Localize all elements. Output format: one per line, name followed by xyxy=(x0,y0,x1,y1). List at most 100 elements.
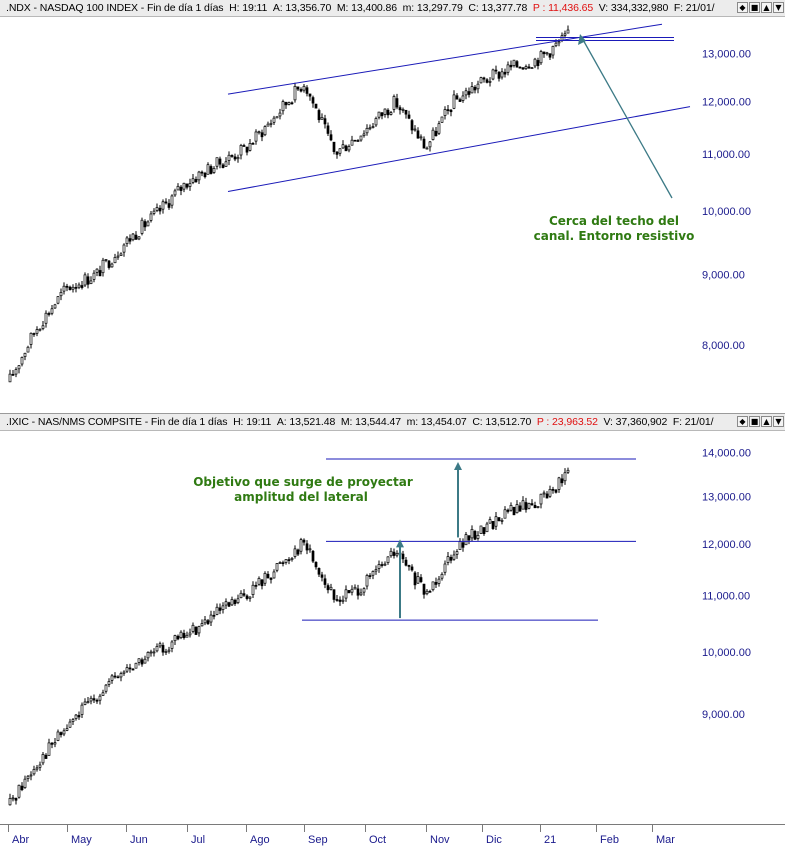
scroll-up-icon[interactable]: ▲ xyxy=(761,2,772,13)
candle-body xyxy=(119,253,123,256)
candle-body xyxy=(545,52,549,55)
candle-body xyxy=(44,312,48,324)
projection-arrow-head xyxy=(454,462,462,471)
candle-body xyxy=(326,585,330,591)
candle-body xyxy=(125,667,129,672)
candle-body xyxy=(239,592,243,599)
ndx-open: A: 13,356.70 xyxy=(272,2,332,14)
candle-body xyxy=(488,80,492,83)
maximize-icon[interactable]: ■ xyxy=(749,416,760,427)
candle-body xyxy=(554,489,558,493)
x-tick-label: May xyxy=(71,834,92,846)
candle-body xyxy=(425,147,429,150)
ixic-close: C: 13,512.70 xyxy=(472,416,532,428)
candle-body xyxy=(437,578,441,584)
candle-body xyxy=(95,268,99,273)
y-tick-label: 12,000.00 xyxy=(702,97,751,109)
ndx-close: C: 13,377.78 xyxy=(468,2,528,14)
candle-body xyxy=(563,472,567,482)
ixic-chart-svg: 14,000.00 13,000.00 12,000.00 11,000.00 10,0… xyxy=(8,448,751,806)
y-tick-label: 13,000.00 xyxy=(702,492,751,504)
candle-body xyxy=(98,270,102,277)
candle-body xyxy=(182,182,186,190)
candle-body xyxy=(260,579,264,587)
x-tick-label: Mar xyxy=(656,834,675,846)
candle-body xyxy=(11,373,15,376)
candle-body xyxy=(191,178,195,183)
candle-body xyxy=(200,623,204,627)
candle-body xyxy=(182,632,186,639)
candle-body xyxy=(41,325,45,329)
candle-body xyxy=(227,602,231,607)
diamond-icon[interactable]: ◆ xyxy=(737,416,748,427)
y-tick-label: 14,000.00 xyxy=(702,448,751,460)
candle-body xyxy=(242,593,246,596)
candle-body xyxy=(158,643,162,647)
candle-body xyxy=(119,673,123,678)
candle-body xyxy=(68,286,72,291)
candle-body xyxy=(275,116,279,119)
candle-body xyxy=(515,504,519,514)
candle-body xyxy=(521,500,525,510)
candle-body xyxy=(176,185,180,191)
candle-body xyxy=(410,120,414,131)
scroll-up-icon[interactable]: ▲ xyxy=(761,416,772,427)
candle-body xyxy=(59,292,63,297)
diamond-icon[interactable]: ◆ xyxy=(737,2,748,13)
candle-body xyxy=(251,584,255,596)
candle-body xyxy=(299,89,303,92)
candle-body xyxy=(146,652,150,659)
candle-body xyxy=(491,69,495,80)
candle-body xyxy=(350,139,354,146)
candle-body xyxy=(269,577,273,580)
candle-body xyxy=(221,605,225,610)
candle-body xyxy=(269,122,273,125)
candle-body xyxy=(431,581,435,591)
candle-body xyxy=(281,101,285,112)
candle-body xyxy=(104,259,108,261)
ndx-volume: V: 334,332,980 xyxy=(598,2,669,14)
ndx-header-bar: .NDX - NASDAQ 100 INDEX - Fin de día 1 d… xyxy=(0,0,785,17)
candle-body xyxy=(353,139,357,142)
scroll-down-icon[interactable]: ▼ xyxy=(773,416,784,427)
candle-body xyxy=(446,109,450,111)
candle-body xyxy=(506,509,510,512)
pane-divider[interactable] xyxy=(0,413,785,414)
candle-body xyxy=(236,598,240,604)
candle-body xyxy=(392,551,396,556)
candle-body xyxy=(290,102,294,105)
candle-body xyxy=(14,369,18,375)
candle-body xyxy=(524,66,528,70)
candle-body xyxy=(278,562,282,564)
candle-body xyxy=(407,114,411,119)
candle-body xyxy=(377,111,381,118)
candle-body xyxy=(188,632,192,636)
candle-body xyxy=(566,29,570,34)
candle-body xyxy=(41,754,45,764)
candle-body xyxy=(245,595,249,599)
candle-body xyxy=(239,145,243,156)
scroll-down-icon[interactable]: ▼ xyxy=(773,2,784,13)
candle-body xyxy=(14,798,18,801)
maximize-icon[interactable]: ■ xyxy=(749,2,760,13)
ndx-symbol: .NDX - NASDAQ 100 INDEX xyxy=(6,2,138,14)
candle-body xyxy=(179,186,183,191)
time-axis: Abr May Jun Jul Ago Sep Oct Nov Dic 21 Feb Mar xyxy=(0,824,785,846)
candle-body xyxy=(401,108,405,111)
candle-body xyxy=(140,659,144,665)
candle-body xyxy=(527,66,531,69)
candle-body xyxy=(164,651,168,653)
candle-body xyxy=(395,98,399,108)
candle-body xyxy=(89,280,93,284)
candle-body xyxy=(476,83,480,90)
candle-body xyxy=(452,554,456,560)
candle-body xyxy=(329,134,333,141)
candle-body xyxy=(218,607,222,611)
candle-body xyxy=(365,575,369,587)
candle-body xyxy=(113,675,117,678)
candle-body xyxy=(413,572,417,586)
candle-body xyxy=(71,719,75,722)
candle-body xyxy=(248,596,252,599)
candle-body xyxy=(128,238,132,242)
ixic-p-value: P : 23,963.52 xyxy=(536,416,598,428)
